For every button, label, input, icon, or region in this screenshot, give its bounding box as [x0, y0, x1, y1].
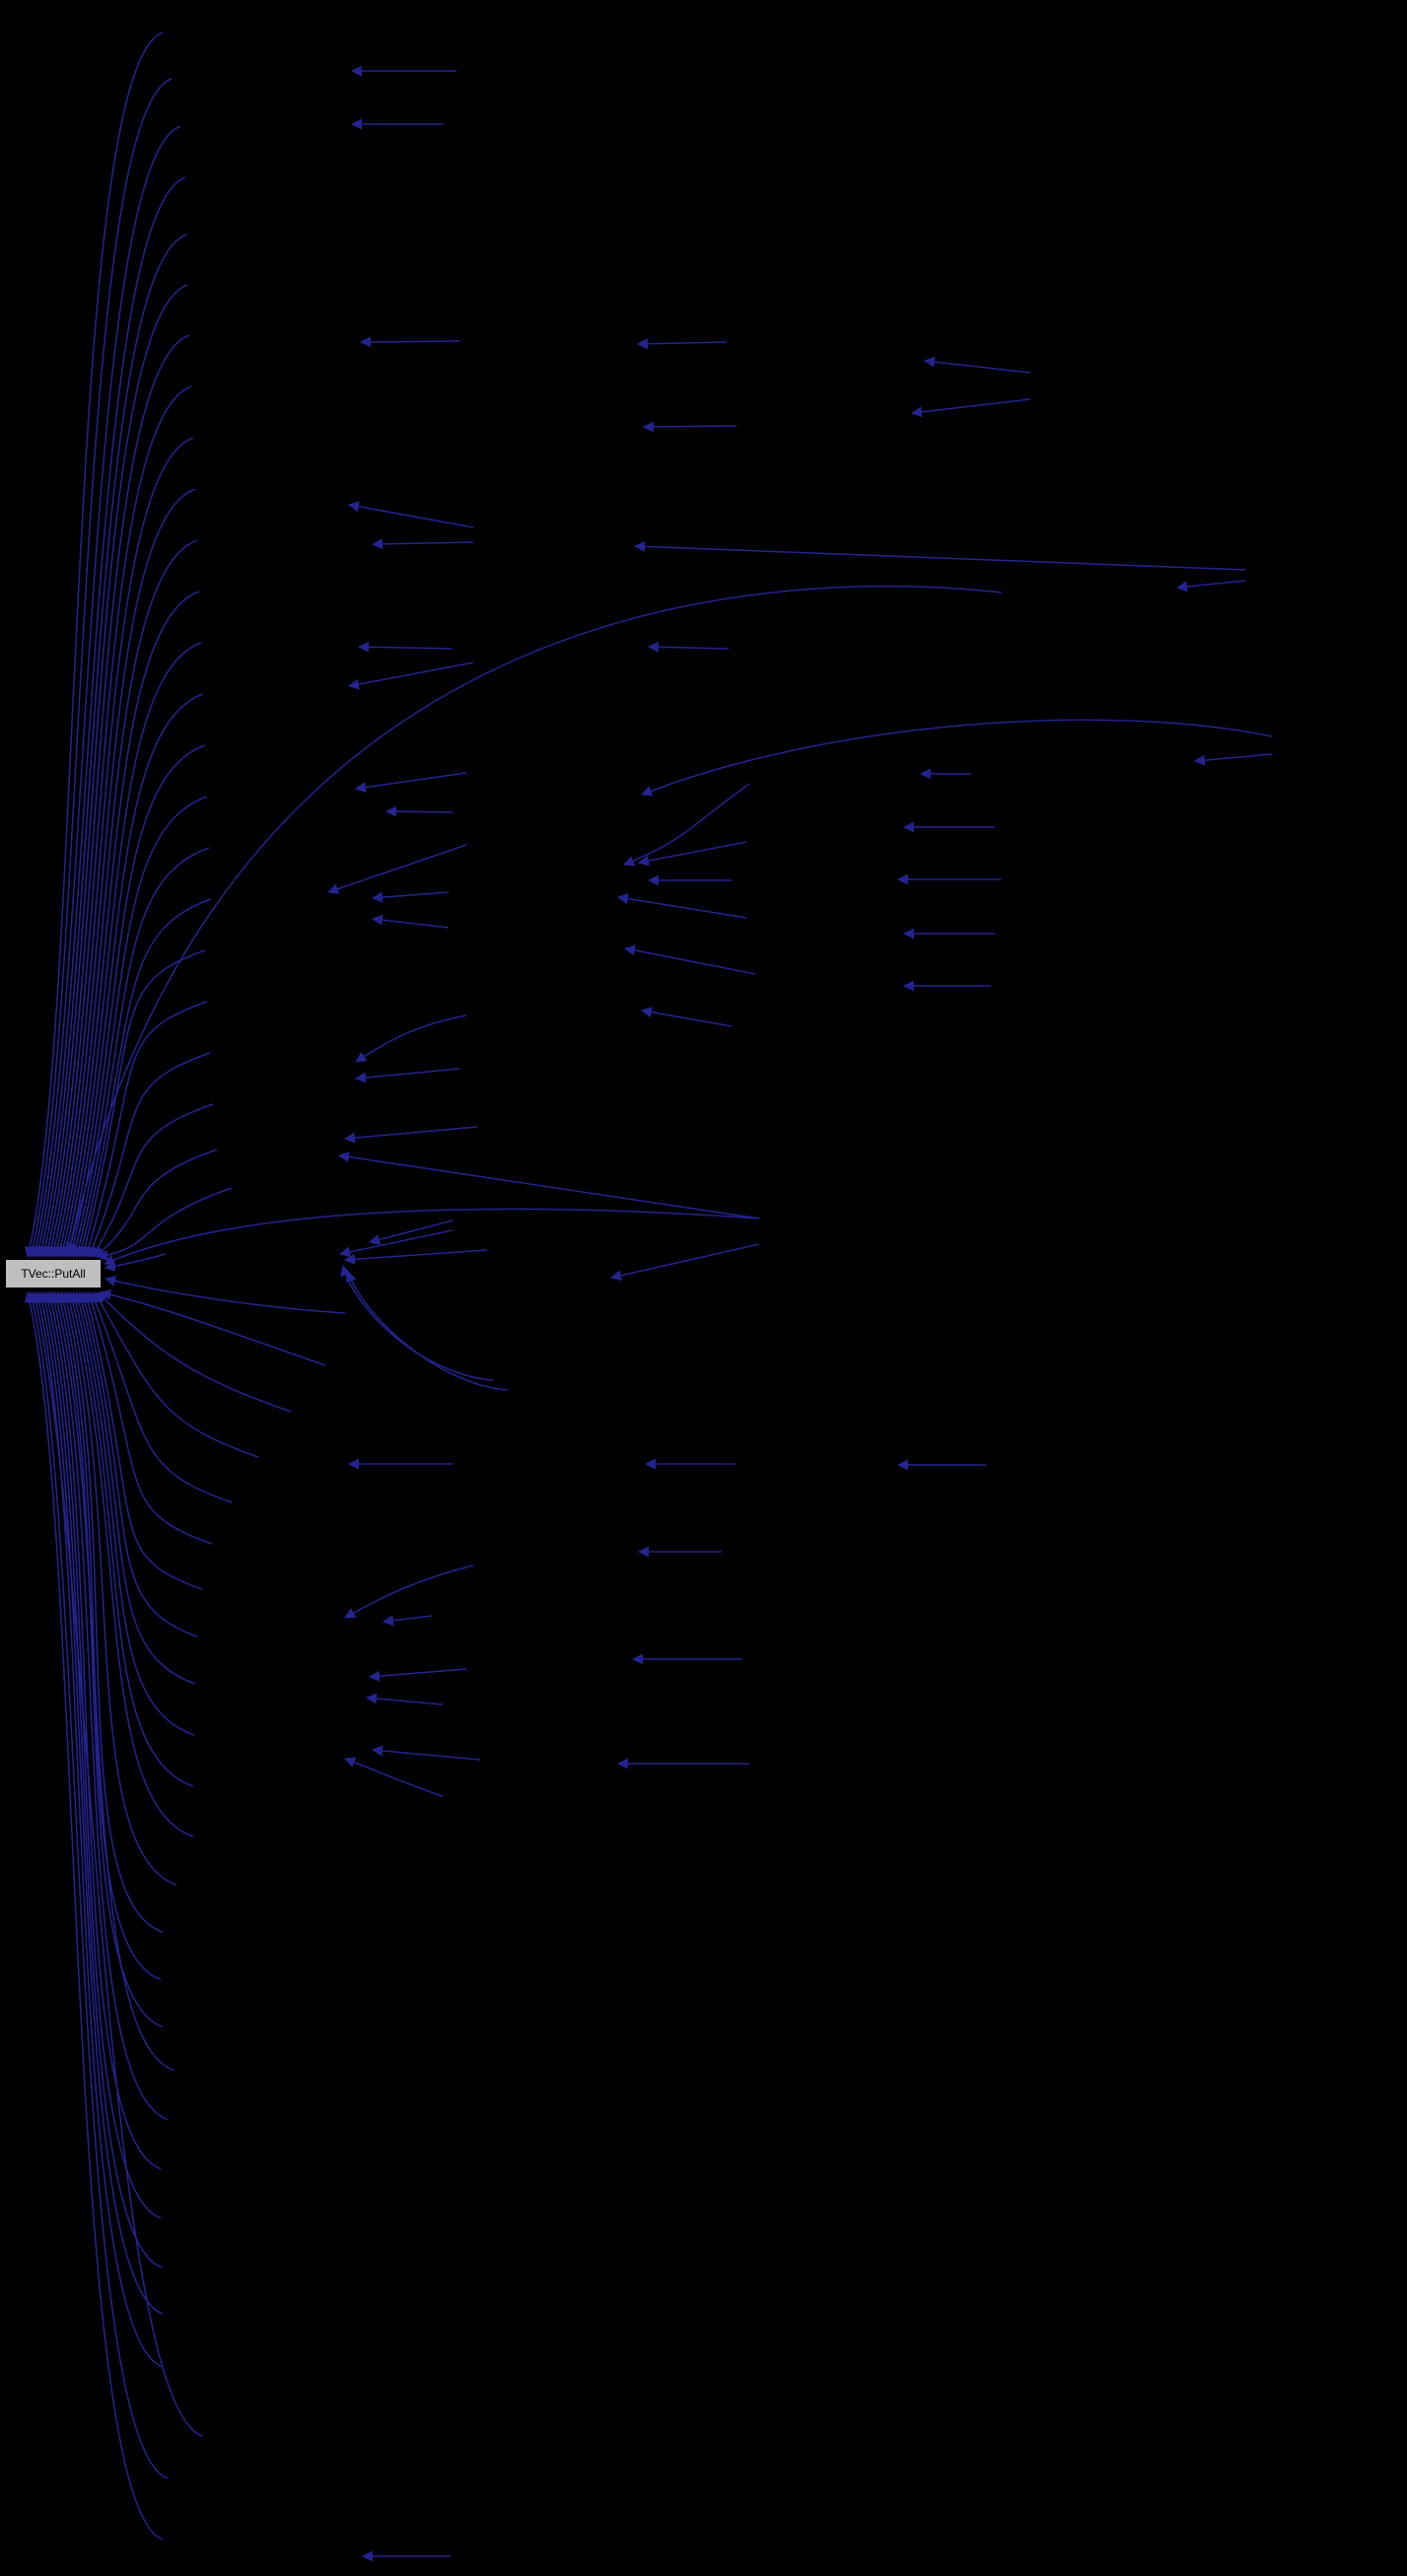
fan-edge-top	[55, 539, 198, 1259]
fan-edge-top	[31, 125, 181, 1259]
edge-arrow	[365, 1693, 444, 1706]
fan-edge-top	[67, 744, 206, 1259]
fan-edge-top	[73, 847, 210, 1259]
fan-edge-bottom	[55, 1290, 164, 2028]
edge-arrow	[622, 783, 750, 867]
fan-edge-top	[87, 1052, 211, 1259]
fan-edge-top	[76, 898, 212, 1259]
edge-arrow	[636, 338, 728, 350]
fan-edge-bottom	[39, 1290, 163, 2268]
fan-edge-bottom	[73, 1290, 195, 1736]
fan-edge-bottom	[36, 1290, 164, 2315]
fan-edge-bottom	[61, 1290, 164, 1933]
edge-arrow	[385, 805, 454, 817]
fan-edge-top	[64, 693, 204, 1259]
edge-arrow	[371, 1745, 481, 1761]
fan-edge-top	[24, 32, 164, 1259]
fan-edge-top	[34, 176, 186, 1259]
edge-arrow	[347, 501, 474, 528]
fan-edge-bottom	[24, 1290, 164, 2541]
edge-arrow	[343, 1249, 488, 1265]
edge-arrow	[345, 1270, 509, 1391]
edge-arrow	[343, 1126, 478, 1144]
fan-edge-top	[91, 1103, 214, 1258]
edge-arrow	[642, 421, 738, 433]
fan-edge-bottom	[51, 1290, 175, 2071]
fan-edge-bottom	[97, 1291, 292, 1413]
fan-edge-bottom	[94, 1291, 259, 1458]
edge-arrow	[910, 398, 1031, 418]
fan-edge-bottom	[79, 1290, 198, 1637]
fan-edge-top	[39, 284, 188, 1259]
node-tvec-putall[interactable]: TVec::PutAll	[5, 1259, 102, 1288]
edge-arrow	[326, 844, 467, 894]
edge-arrow	[371, 538, 474, 550]
fan-edge-bottom	[90, 1290, 233, 1503]
edge-arrow	[368, 1668, 467, 1682]
fan-edge-bottom	[76, 1290, 196, 1685]
fan-edge-top	[97, 1187, 233, 1261]
edge-arrow	[637, 841, 747, 867]
edge-arrow	[382, 1615, 433, 1627]
fan-edge-top	[61, 642, 202, 1259]
fan-edge-bottom	[67, 1290, 194, 1838]
edge-arrow	[344, 1565, 474, 1619]
fan-edge-bottom	[48, 1290, 169, 2121]
fan-edge-bottom	[82, 1290, 203, 1590]
fan-edge-top	[79, 949, 206, 1259]
edge-arrow	[337, 1151, 760, 1219]
edge-arrow	[640, 1007, 733, 1027]
fan-edge-bottom	[28, 1290, 169, 2479]
edge-arrow	[359, 336, 461, 348]
edge-arrow	[354, 1068, 460, 1083]
fan-edge-long	[104, 1275, 346, 1314]
fan-edge-bottom	[100, 1288, 326, 1366]
fan-edge-bottom	[86, 1290, 213, 1545]
fan-edge-top	[48, 437, 194, 1259]
edge-arrow	[1193, 753, 1273, 766]
fan-edge-top	[58, 591, 200, 1259]
fan-edge-long	[104, 1253, 167, 1272]
edge-arrow	[647, 641, 730, 653]
edge-arrow	[616, 893, 747, 919]
fan-edge-bottom	[34, 1290, 164, 2368]
edge-arrow	[357, 641, 454, 653]
fan-edge-top	[28, 78, 173, 1259]
fan-edge-top	[51, 488, 196, 1259]
edge-arrow	[609, 1243, 760, 1282]
fan-edge-bottom	[70, 1290, 194, 1787]
edge-arrow	[1175, 580, 1246, 592]
fan-edge-top	[83, 1001, 208, 1259]
fan-edge-bottom	[64, 1290, 177, 1886]
fan-edge-top	[45, 385, 192, 1259]
edge-arrow	[368, 1219, 454, 1245]
fan-edge-bottom	[31, 1290, 203, 2437]
edge-arrow	[371, 891, 450, 903]
edge-arrow	[355, 1014, 467, 1063]
fan-edge-top	[42, 334, 190, 1259]
edge-arrow	[340, 1264, 494, 1381]
edge-arrow	[623, 944, 756, 975]
edge-arrow	[338, 1229, 454, 1258]
fan-edge-top	[94, 1149, 218, 1258]
fan-edge-bottom	[45, 1290, 162, 2170]
edge-arrow	[633, 540, 1246, 571]
graph-edges	[24, 32, 1273, 2562]
fan-edge-long	[65, 586, 1003, 1255]
edge-arrow	[923, 356, 1031, 374]
edge-arrow	[354, 772, 467, 794]
edge-arrow	[640, 719, 1273, 797]
edge-arrow	[343, 1757, 444, 1797]
fan-edge-long	[103, 1208, 760, 1266]
edge-arrow	[347, 661, 474, 690]
edge-arrow	[371, 914, 450, 929]
fan-edge-top	[36, 234, 187, 1259]
